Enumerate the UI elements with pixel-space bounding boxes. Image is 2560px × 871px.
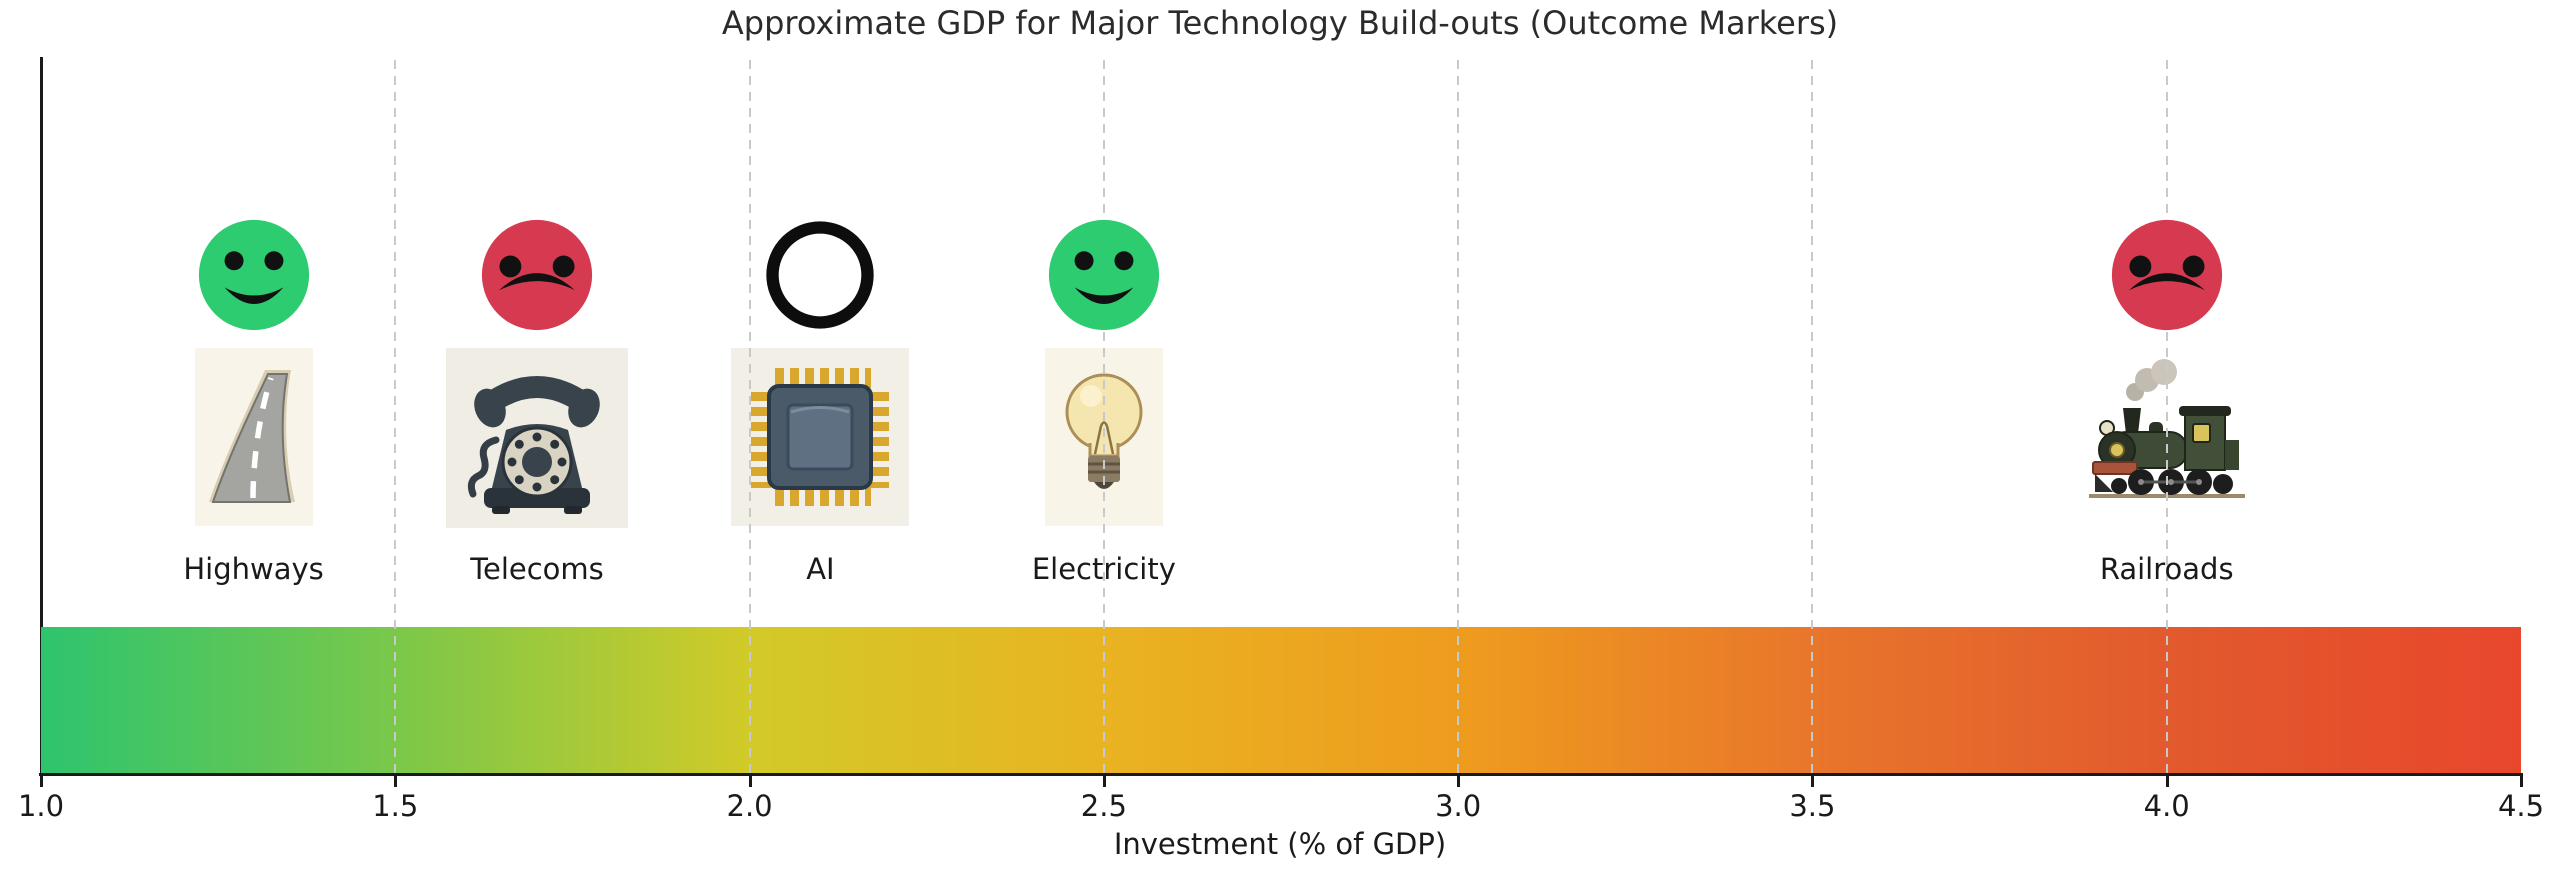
tech-label: AI bbox=[806, 552, 835, 586]
x-tick bbox=[1811, 776, 1815, 787]
rotary-phone-icon bbox=[446, 348, 628, 528]
x-tick-label: 1.0 bbox=[17, 789, 65, 823]
smiley-face-icon bbox=[197, 218, 311, 332]
gridline bbox=[1811, 60, 1814, 774]
gridline bbox=[1102, 60, 1105, 774]
y-axis-spine bbox=[40, 57, 43, 776]
x-tick bbox=[394, 776, 398, 787]
x-tick-label: 2.0 bbox=[726, 789, 773, 823]
smiley-face-icon bbox=[1047, 218, 1161, 332]
gradient-bar bbox=[41, 627, 2521, 774]
road-icon bbox=[194, 348, 313, 526]
x-tick bbox=[2520, 776, 2523, 787]
tech-label: Railroads bbox=[2099, 552, 2234, 586]
x-tick-label: 4.0 bbox=[2143, 789, 2190, 823]
chart-title: Approximate GDP for Major Technology Bui… bbox=[721, 4, 1839, 42]
gridline bbox=[748, 60, 751, 774]
x-tick-label: 2.5 bbox=[1080, 789, 1127, 823]
x-tick bbox=[1102, 776, 1106, 787]
steam-train-icon bbox=[2083, 356, 2251, 506]
x-tick bbox=[748, 776, 752, 787]
tech-label: Electricity bbox=[1031, 552, 1176, 586]
marker-ai: AI bbox=[710, 218, 930, 598]
frowny-face-icon bbox=[2110, 218, 2224, 332]
x-axis-label: Investment (% of GDP) bbox=[1113, 827, 1447, 861]
open-circle-icon bbox=[763, 218, 877, 332]
x-tick bbox=[40, 776, 43, 787]
frowny-face-icon bbox=[480, 218, 594, 332]
computer-chip-icon bbox=[731, 348, 910, 526]
x-tick bbox=[2165, 776, 2169, 787]
x-tick-label: 3.5 bbox=[1789, 789, 1836, 823]
gridline bbox=[394, 60, 397, 774]
tech-label: Highways bbox=[183, 552, 324, 586]
gridline bbox=[2165, 60, 2168, 774]
x-tick-label: 1.5 bbox=[372, 789, 419, 823]
x-tick-label: 4.5 bbox=[2497, 789, 2545, 823]
tech-label: Telecoms bbox=[470, 552, 604, 586]
x-tick bbox=[1457, 776, 1461, 787]
marker-telecoms: Telecoms bbox=[427, 218, 647, 598]
x-tick-label: 3.0 bbox=[1435, 789, 1482, 823]
marker-railroads: Railroads bbox=[2057, 218, 2277, 598]
marker-highways: Highways bbox=[144, 218, 364, 598]
gridline bbox=[1457, 60, 1460, 774]
x-axis-line bbox=[39, 773, 2523, 776]
